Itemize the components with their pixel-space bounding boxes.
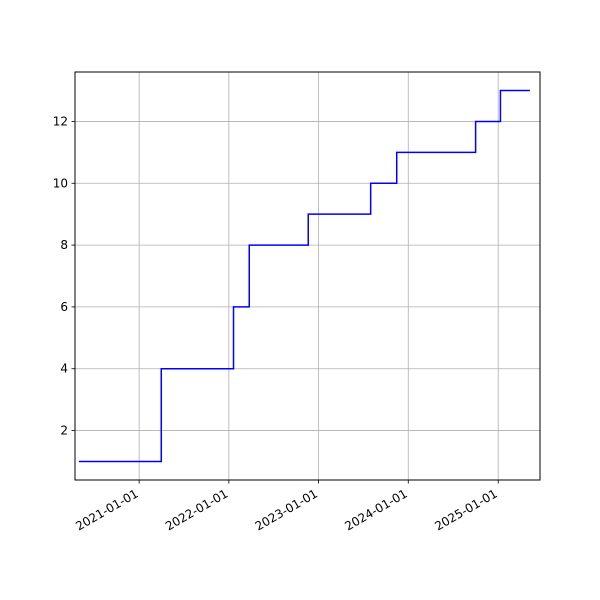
plot-frame	[74, 71, 541, 481]
y-tick-label: 10	[53, 176, 68, 190]
grid-lines	[75, 72, 540, 480]
plot-area-background	[75, 72, 540, 480]
series-step-line	[78, 89, 530, 463]
y-tick-label: 8	[60, 238, 68, 252]
y-tick-label: 2	[60, 424, 68, 438]
y-tick-label: 4	[60, 362, 68, 376]
series-layer	[78, 89, 530, 463]
y-tick-label: 12	[53, 114, 68, 128]
y-tick-label: 6	[60, 300, 68, 314]
